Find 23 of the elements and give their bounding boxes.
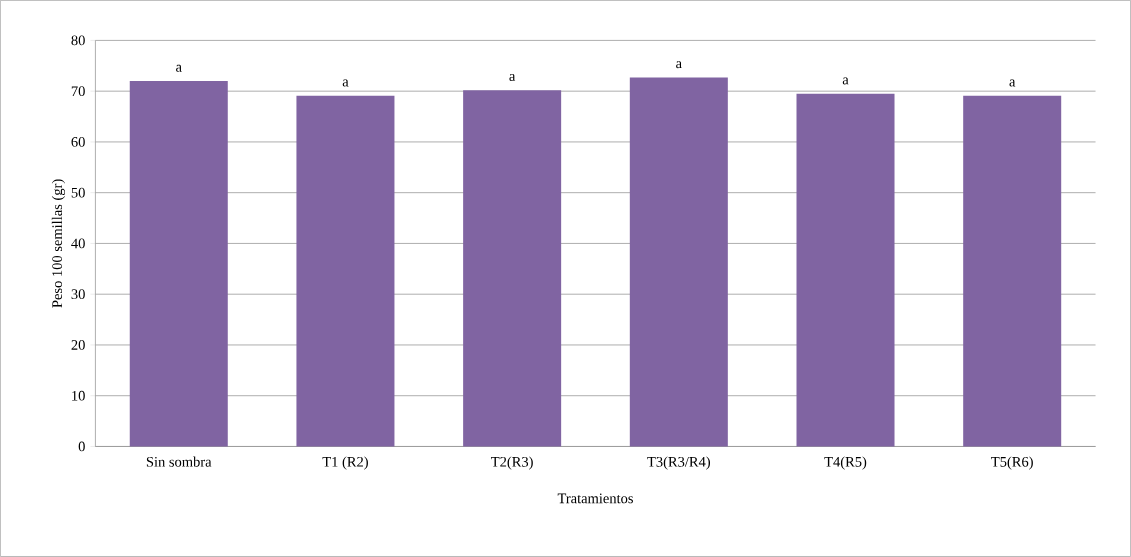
y-tick-label: 70: [71, 86, 85, 97]
annotation: a: [1009, 79, 1016, 87]
y-tick-label: 40: [71, 238, 85, 249]
x-tick-label: Sin sombra: [146, 456, 212, 467]
annotation: a: [509, 74, 516, 81]
y-tick-label: 0: [78, 441, 85, 452]
annotation: a: [842, 77, 849, 85]
x-axis-title: Tratamientos: [557, 493, 633, 504]
y-tick-label: 20: [71, 340, 85, 350]
y-tick-label: 80: [71, 35, 85, 46]
annotation: a: [676, 61, 682, 69]
y-tick-label: 50: [71, 187, 85, 198]
x-tick-label: T5(R6): [991, 456, 1033, 470]
annotation: a: [176, 64, 182, 72]
y-tick-label: 10: [72, 390, 85, 401]
annotation: a: [342, 79, 349, 87]
x-tick-label: T1 (R2): [322, 456, 368, 470]
x-tick-label: T2(R3): [491, 456, 533, 470]
x-tick-label: T3(R3/R4): [647, 456, 711, 470]
y-tick-label: 30: [71, 289, 85, 300]
y-tick-label: 60: [71, 137, 85, 147]
x-tick-label: T4(R5): [824, 456, 867, 470]
y-axis-title: Peso 100 semillas (gr): [51, 179, 66, 308]
